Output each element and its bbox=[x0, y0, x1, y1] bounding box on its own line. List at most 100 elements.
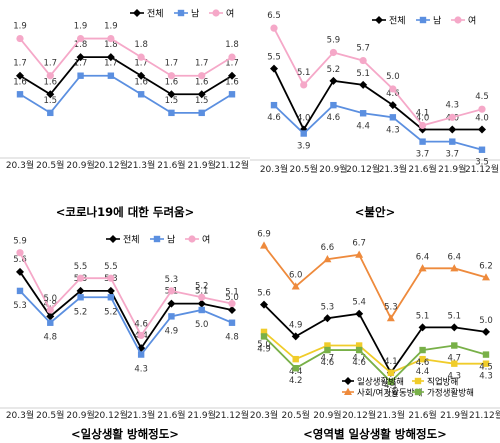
data-label: 6.5 bbox=[267, 11, 281, 21]
data-label: 4.3 bbox=[446, 100, 460, 110]
data-point bbox=[329, 48, 338, 57]
data-point bbox=[76, 274, 85, 282]
x-tick-label: 21.9월 bbox=[188, 409, 216, 421]
data-point bbox=[197, 90, 206, 99]
data-point bbox=[359, 56, 367, 65]
data-label: 4.3 bbox=[479, 372, 493, 382]
data-point bbox=[323, 255, 332, 263]
data-label: 6.7 bbox=[352, 239, 366, 249]
data-point bbox=[107, 34, 115, 43]
data-point bbox=[300, 130, 307, 137]
data-point bbox=[46, 72, 54, 80]
series-전체: 5.54.05.25.14.64.04.04.0 bbox=[267, 53, 489, 134]
data-label: 6.2 bbox=[479, 261, 493, 271]
data-label: 5.9 bbox=[327, 35, 341, 45]
data-point bbox=[324, 342, 331, 349]
data-point bbox=[292, 365, 299, 372]
data-label: 6.4 bbox=[448, 252, 462, 262]
series-line bbox=[263, 335, 487, 384]
domain-disruption-chart-svg: 20.3월 20.5월 20.9월 20.12월 21.3월 21.6월 21.9월 21.1… bbox=[250, 230, 500, 421]
data-label: 5.9 bbox=[13, 237, 27, 247]
series-사회-여가활동방해: 6.9 6.0 6.6 6.7 5.3 6.4 6.4 6.2 bbox=[257, 230, 493, 322]
data-label: 1.7 bbox=[104, 59, 118, 69]
data-label: 4.6 bbox=[327, 113, 341, 123]
data-label: 1.9 bbox=[104, 22, 118, 32]
legend-swatch-marker bbox=[375, 16, 383, 24]
x-tick-label: 21.3월 bbox=[377, 409, 405, 421]
data-label: 4.6 bbox=[321, 358, 335, 368]
data-point bbox=[330, 101, 337, 109]
data-point bbox=[137, 344, 146, 353]
legend-swatch-marker bbox=[419, 16, 427, 24]
x-tick-label: 20.9월 bbox=[66, 409, 94, 421]
data-point bbox=[76, 286, 85, 295]
data-label: 4.8 bbox=[225, 333, 239, 343]
data-point bbox=[355, 346, 363, 354]
data-label: 5.5 bbox=[104, 262, 118, 272]
legend: 전체 남 여 bbox=[372, 15, 476, 27]
data-label: 1.6 bbox=[134, 77, 148, 87]
series-line bbox=[273, 27, 483, 127]
data-point bbox=[329, 76, 338, 85]
series-남: 4.6 3.9 4.6 4.4 4.3 3.7 3.7 3.5 bbox=[267, 101, 489, 168]
data-label: 1.8 bbox=[225, 40, 239, 50]
x-tick-label: 21.6월 bbox=[408, 163, 436, 175]
data-point bbox=[323, 314, 332, 323]
x-tick-label: 20.3월 bbox=[260, 163, 288, 175]
data-label: 4.9 bbox=[165, 326, 179, 336]
data-label: 4.3 bbox=[386, 125, 400, 135]
data-label: 3.7 bbox=[446, 150, 460, 160]
data-label: 1.7 bbox=[134, 59, 148, 69]
legend-swatch-marker bbox=[109, 235, 117, 243]
chart-panel-daily-disruption: 20.3월 20.5월 20.9월 20.12월 21.3월 21.6월 21.9월 21.1… bbox=[0, 222, 250, 443]
legend-swatch-marker bbox=[414, 388, 422, 396]
data-label: 4.9 bbox=[257, 344, 271, 354]
data-point bbox=[228, 53, 236, 61]
chart-panel-fear: 20.3월 20.5월 20.9월 20.12월 21.3월 21.6월 21.9월 21.1… bbox=[0, 0, 250, 221]
data-label: 5.1 bbox=[297, 68, 311, 78]
legend-label: 사회/여가활동방해 bbox=[357, 388, 422, 399]
legend-label: 전체 bbox=[389, 16, 406, 27]
data-label: 4.0 bbox=[297, 113, 311, 123]
legend-label: 전체 bbox=[123, 235, 140, 246]
data-point bbox=[359, 110, 367, 117]
legend-swatch-marker bbox=[177, 9, 185, 17]
data-label: 4.4 bbox=[416, 367, 430, 377]
data-label: 4.4 bbox=[289, 367, 303, 377]
data-label: 3.9 bbox=[384, 390, 398, 400]
data-label: 1.6 bbox=[44, 77, 58, 87]
data-point bbox=[107, 274, 115, 282]
chart-caption: <영역별 일상생활 방해정도> bbox=[303, 427, 447, 441]
x-tick-label: 21.9월 bbox=[188, 159, 216, 171]
data-point bbox=[167, 72, 176, 80]
data-point bbox=[482, 273, 490, 281]
data-label: 1.7 bbox=[165, 59, 179, 69]
data-point bbox=[77, 294, 84, 301]
series-line bbox=[273, 104, 483, 151]
data-point bbox=[16, 71, 24, 80]
data-point bbox=[137, 71, 146, 80]
data-point bbox=[387, 378, 395, 386]
chart-caption: <일상생활 방해정도> bbox=[71, 427, 179, 441]
x-tick-label: 21.3월 bbox=[127, 409, 155, 421]
data-point bbox=[198, 72, 206, 80]
data-point bbox=[47, 319, 54, 326]
data-point bbox=[106, 286, 115, 295]
data-label: 5.7 bbox=[356, 44, 370, 54]
data-label: 6.0 bbox=[289, 270, 303, 280]
x-tick-label: 20.12월 bbox=[94, 159, 128, 171]
x-tick-label: 20.5월 bbox=[36, 159, 64, 171]
data-point bbox=[167, 287, 176, 295]
legend-label: 남 bbox=[167, 235, 175, 246]
data-point bbox=[106, 53, 115, 62]
x-tick-label: 20.9월 bbox=[319, 163, 347, 175]
data-label: 4.9 bbox=[289, 320, 303, 330]
data-label: 1.5 bbox=[44, 96, 58, 106]
data-label: 4.1 bbox=[416, 108, 430, 118]
data-label: 5.1 bbox=[195, 287, 209, 297]
data-label: 4.0 bbox=[475, 113, 489, 123]
series-가정생활방해: 4.94.24.6 4.63.94.6 4.74.5 bbox=[257, 333, 493, 400]
data-label: 1.7 bbox=[74, 59, 88, 69]
data-label: 4.1 bbox=[384, 381, 398, 391]
